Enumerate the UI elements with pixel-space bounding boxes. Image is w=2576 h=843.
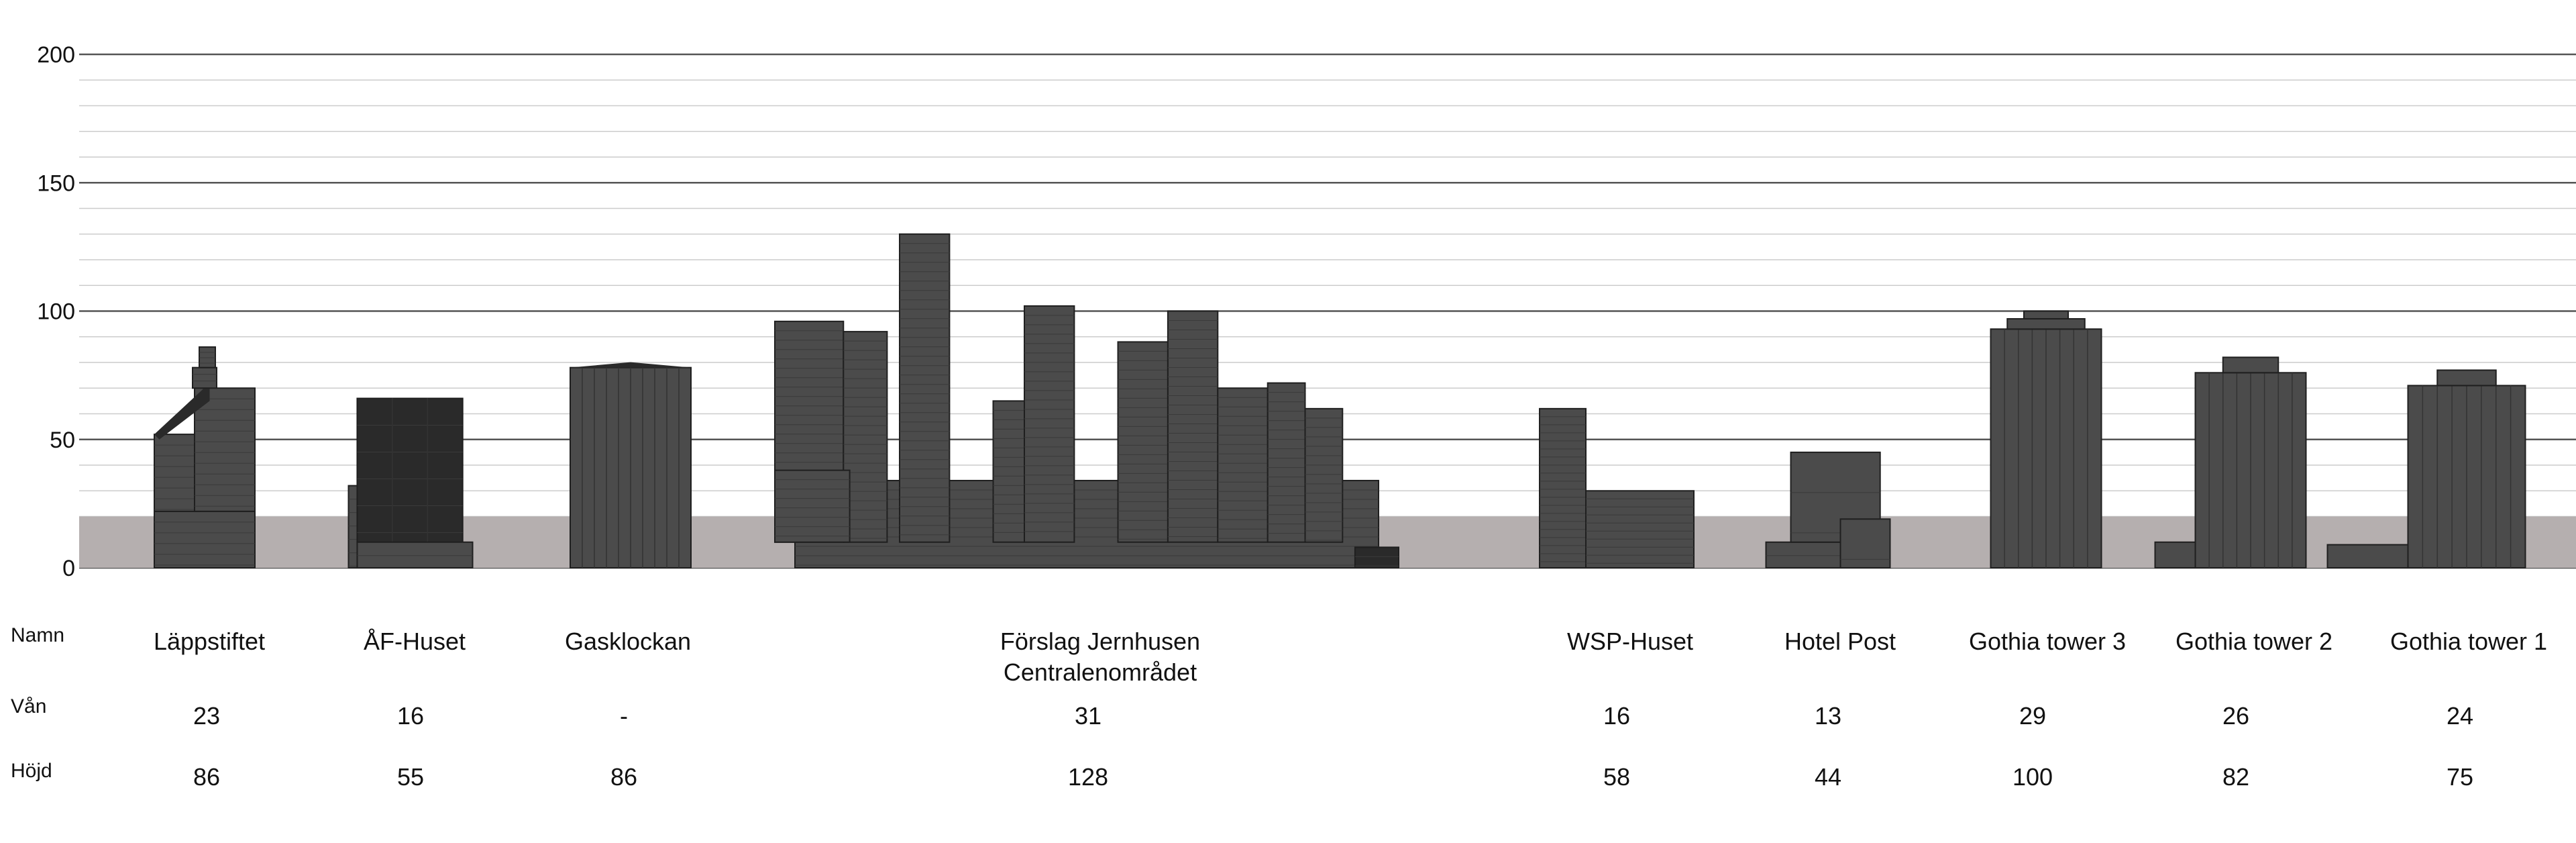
row-label: Vån: [11, 695, 46, 717]
building-6: [1765, 451, 1891, 569]
data-table: Namn Vån Höjd Läppstiftet 23 86 ÅF-Huset 16 55 Ga…: [11, 624, 2547, 791]
floors-value: 31: [1075, 702, 1102, 730]
row-label: Höjd: [11, 760, 52, 782]
building-block: [1167, 310, 1219, 543]
category-label: Gothia tower 3: [1969, 628, 2126, 655]
floors-value: -: [620, 702, 628, 730]
building-block: [992, 400, 1025, 543]
building-block: [774, 469, 851, 543]
buildings: [154, 233, 2526, 569]
building-8: [2154, 356, 2307, 568]
building-block: [2436, 369, 2497, 387]
building-block: [1267, 382, 1306, 543]
floors-value: 13: [1815, 702, 1841, 730]
building-block: [2023, 310, 2069, 319]
y-axis: 0 50 100 150 200: [37, 42, 75, 581]
building-block: [2006, 317, 2086, 330]
building-roof: [570, 362, 691, 368]
y-tick-label: 50: [50, 428, 75, 453]
building-block: [1024, 305, 1075, 543]
building-block: [154, 434, 201, 512]
building-3: [570, 362, 692, 569]
building-2: [347, 397, 474, 568]
building-block: [843, 331, 888, 543]
building-roof: [154, 383, 210, 440]
category-label: Hotel Post: [1784, 628, 1896, 655]
height-value: 44: [1815, 763, 1841, 791]
building-block: [1539, 407, 1587, 568]
category-label: Gothia tower 1: [2390, 628, 2547, 655]
building-block: [1839, 518, 1891, 569]
building-7: [1990, 310, 2102, 568]
building-block: [1585, 490, 1695, 568]
building-block: [2222, 356, 2279, 374]
height-value: 82: [2222, 763, 2249, 791]
building-block: [1117, 341, 1169, 543]
building-block: [899, 233, 951, 543]
height-value: 86: [610, 763, 637, 791]
category-label: Gothia tower 2: [2176, 628, 2332, 655]
building-block: [154, 510, 256, 568]
building-block: [199, 346, 216, 368]
y-tick-label: 200: [37, 42, 75, 68]
y-tick-label: 0: [62, 556, 75, 581]
building-4: [774, 233, 1400, 569]
floors-value: 29: [2019, 702, 2046, 730]
y-tick-label: 150: [37, 170, 75, 196]
height-value: 86: [193, 763, 220, 791]
height-value: 100: [2012, 763, 2053, 791]
floors-value: 16: [397, 702, 424, 730]
height-value: 55: [397, 763, 424, 791]
row-label: Namn: [11, 624, 64, 646]
y-tick-label: 100: [37, 299, 75, 325]
building-5: [1539, 407, 1695, 568]
floors-value: 23: [193, 702, 220, 730]
category-label: ÅF-Huset: [364, 628, 466, 655]
floors-value: 24: [2447, 702, 2473, 730]
floors-value: 16: [1603, 702, 1630, 730]
building-1: [154, 346, 256, 568]
building-block: [356, 541, 474, 568]
category-label: WSP-Huset: [1567, 628, 1693, 655]
building-block: [1217, 387, 1269, 543]
height-value: 75: [2447, 763, 2473, 791]
category-label: Gasklockan: [565, 628, 691, 655]
category-label: Läppstiftet: [154, 628, 265, 655]
height-value: 58: [1603, 763, 1630, 791]
category-label: Förslag Jernhusen Centralenområdet: [1000, 628, 1200, 686]
floors-value: 26: [2222, 702, 2249, 730]
building-block: [1354, 546, 1400, 569]
building-block: [194, 387, 256, 512]
building-block: [192, 366, 217, 389]
building-9: [2326, 369, 2526, 569]
building-block: [1304, 407, 1344, 543]
building-block: [356, 397, 464, 543]
height-value: 128: [1068, 763, 1108, 791]
